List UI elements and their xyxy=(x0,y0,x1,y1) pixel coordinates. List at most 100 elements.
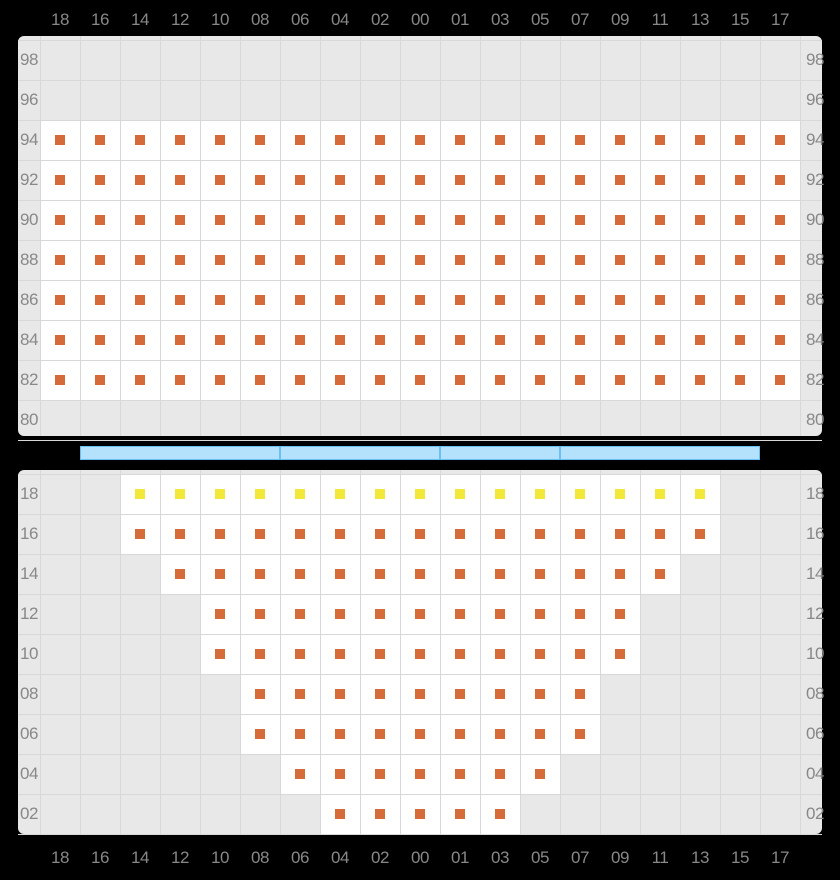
seat-marker[interactable] xyxy=(55,375,65,385)
seat-marker[interactable] xyxy=(55,135,65,145)
seat-marker[interactable] xyxy=(415,215,425,225)
seat-marker[interactable] xyxy=(575,175,585,185)
seat-marker[interactable] xyxy=(95,215,105,225)
seat-marker[interactable] xyxy=(95,335,105,345)
seat-marker[interactable] xyxy=(535,375,545,385)
seat-marker[interactable] xyxy=(695,529,705,539)
seat-marker[interactable] xyxy=(295,335,305,345)
seat-marker[interactable] xyxy=(495,529,505,539)
seat-marker[interactable] xyxy=(455,649,465,659)
seat-marker[interactable] xyxy=(375,335,385,345)
seat-marker[interactable] xyxy=(335,769,345,779)
seat-marker[interactable] xyxy=(495,295,505,305)
seat-marker[interactable] xyxy=(535,295,545,305)
seat-marker[interactable] xyxy=(495,569,505,579)
seat-marker[interactable] xyxy=(415,649,425,659)
seat-marker[interactable] xyxy=(295,569,305,579)
seat-marker[interactable] xyxy=(535,569,545,579)
seat-marker[interactable] xyxy=(335,255,345,265)
seat-marker[interactable] xyxy=(415,175,425,185)
seat-marker[interactable] xyxy=(695,375,705,385)
seat-marker[interactable] xyxy=(495,729,505,739)
seat-marker[interactable] xyxy=(295,215,305,225)
seat-marker[interactable] xyxy=(455,295,465,305)
seat-marker[interactable] xyxy=(655,375,665,385)
seat-marker[interactable] xyxy=(455,255,465,265)
seat-marker[interactable] xyxy=(735,135,745,145)
seat-marker[interactable] xyxy=(375,375,385,385)
seat-marker[interactable] xyxy=(255,689,265,699)
seat-marker[interactable] xyxy=(775,335,785,345)
seat-marker[interactable] xyxy=(455,489,465,499)
seat-marker[interactable] xyxy=(575,489,585,499)
seat-marker[interactable] xyxy=(575,529,585,539)
seat-marker[interactable] xyxy=(575,135,585,145)
seat-marker[interactable] xyxy=(455,809,465,819)
seat-marker[interactable] xyxy=(655,215,665,225)
seat-marker[interactable] xyxy=(415,135,425,145)
seat-marker[interactable] xyxy=(455,135,465,145)
seat-marker[interactable] xyxy=(615,529,625,539)
seat-marker[interactable] xyxy=(295,255,305,265)
seat-marker[interactable] xyxy=(415,569,425,579)
seat-marker[interactable] xyxy=(255,569,265,579)
seat-marker[interactable] xyxy=(655,295,665,305)
seat-marker[interactable] xyxy=(535,609,545,619)
seat-marker[interactable] xyxy=(175,255,185,265)
seat-marker[interactable] xyxy=(255,729,265,739)
seat-marker[interactable] xyxy=(535,175,545,185)
seat-marker[interactable] xyxy=(455,175,465,185)
seat-marker[interactable] xyxy=(415,255,425,265)
seat-marker[interactable] xyxy=(375,529,385,539)
seat-marker[interactable] xyxy=(615,569,625,579)
seat-marker[interactable] xyxy=(735,255,745,265)
seat-marker[interactable] xyxy=(655,529,665,539)
seat-marker[interactable] xyxy=(135,335,145,345)
seat-marker[interactable] xyxy=(495,215,505,225)
seat-marker[interactable] xyxy=(415,375,425,385)
seat-marker[interactable] xyxy=(135,255,145,265)
seat-marker[interactable] xyxy=(175,489,185,499)
seat-marker[interactable] xyxy=(495,375,505,385)
seat-marker[interactable] xyxy=(95,255,105,265)
seat-marker[interactable] xyxy=(415,609,425,619)
seat-marker[interactable] xyxy=(175,135,185,145)
seat-marker[interactable] xyxy=(495,809,505,819)
seat-marker[interactable] xyxy=(175,375,185,385)
seat-marker[interactable] xyxy=(375,769,385,779)
seat-marker[interactable] xyxy=(175,295,185,305)
seat-marker[interactable] xyxy=(535,769,545,779)
seat-marker[interactable] xyxy=(375,215,385,225)
seat-marker[interactable] xyxy=(55,295,65,305)
seat-marker[interactable] xyxy=(335,649,345,659)
seat-marker[interactable] xyxy=(575,255,585,265)
seat-marker[interactable] xyxy=(535,689,545,699)
seat-marker[interactable] xyxy=(695,489,705,499)
seat-marker[interactable] xyxy=(175,215,185,225)
seat-marker[interactable] xyxy=(575,609,585,619)
seat-marker[interactable] xyxy=(335,809,345,819)
seat-marker[interactable] xyxy=(615,215,625,225)
seat-marker[interactable] xyxy=(415,689,425,699)
seat-marker[interactable] xyxy=(295,769,305,779)
seat-marker[interactable] xyxy=(575,729,585,739)
seat-marker[interactable] xyxy=(535,489,545,499)
seat-marker[interactable] xyxy=(215,569,225,579)
seat-marker[interactable] xyxy=(295,375,305,385)
seat-marker[interactable] xyxy=(495,255,505,265)
seat-marker[interactable] xyxy=(655,135,665,145)
seat-marker[interactable] xyxy=(535,529,545,539)
seat-marker[interactable] xyxy=(535,215,545,225)
seat-marker[interactable] xyxy=(255,649,265,659)
seat-marker[interactable] xyxy=(295,489,305,499)
seat-marker[interactable] xyxy=(655,255,665,265)
seat-marker[interactable] xyxy=(615,135,625,145)
seat-marker[interactable] xyxy=(95,375,105,385)
seat-marker[interactable] xyxy=(135,135,145,145)
seat-marker[interactable] xyxy=(375,569,385,579)
seat-marker[interactable] xyxy=(615,375,625,385)
seat-marker[interactable] xyxy=(375,609,385,619)
seat-marker[interactable] xyxy=(255,609,265,619)
seat-marker[interactable] xyxy=(175,569,185,579)
seat-marker[interactable] xyxy=(615,335,625,345)
